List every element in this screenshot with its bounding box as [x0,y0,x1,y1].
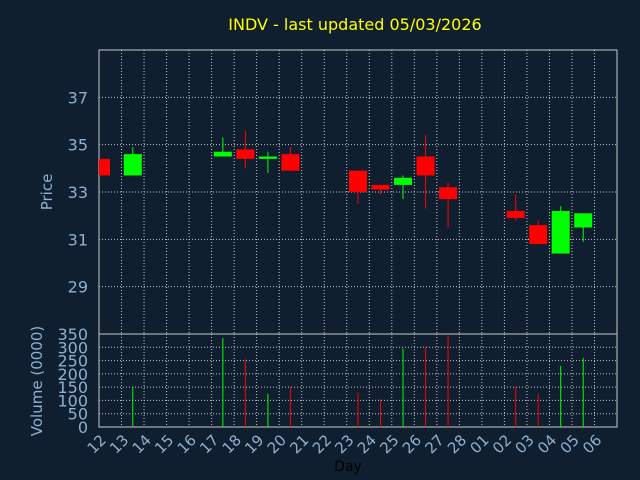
candle-body [349,170,367,192]
price-tick-label: 33 [68,183,88,202]
volume-panel: 0501001502002503003501213141516171819202… [57,325,618,457]
volume-tick-label: 50 [68,405,88,424]
candle-body [416,156,435,176]
volume-tick-label: 350 [57,325,88,344]
candle-body [258,156,277,159]
volume-tick-label: 250 [57,352,88,371]
candle-body [99,158,110,176]
candle-body [529,225,548,245]
candle-body [439,187,458,200]
candle-body [371,184,390,190]
volume-tick-label: 0 [78,418,88,437]
candles-group [99,130,593,254]
candle-body [213,151,232,157]
candle-body [236,149,255,159]
volume-tick-label: 300 [57,338,88,357]
volume-tick-label: 100 [57,391,88,410]
price-panel: 29 31 33 35 37 [68,49,618,335]
volume-axis-label: Volume (0000) [28,326,46,436]
volume-tick-label: 150 [57,378,88,397]
candle-body [123,154,142,176]
price-tick-label: 29 [68,278,88,297]
x-axis-label: Day [334,459,362,475]
candle-body [506,210,525,219]
price-tick-label: 31 [68,230,88,249]
candle-body [551,210,570,254]
price-tick-label: 37 [68,88,88,107]
price-tick-label: 35 [68,136,88,155]
price-axis-label: Price [38,174,56,211]
volume-tick-label: 200 [57,365,88,384]
candle-body [574,213,593,228]
candle-body [281,154,300,171]
x-tick-label: 06 [579,431,605,457]
chart-title: INDV - last updated 05/03/2026 [228,15,481,34]
candle-body [394,177,413,185]
